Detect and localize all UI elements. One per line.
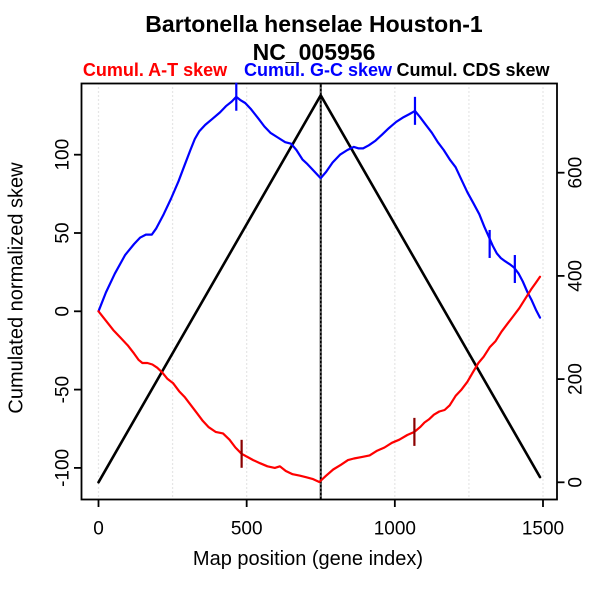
chart-subtitle: NC_005956: [252, 39, 376, 65]
right-y-tick-label: 200: [566, 363, 587, 395]
right-y-tick-label: 400: [566, 260, 587, 292]
left-y-tick-label: -50: [53, 376, 74, 403]
left-y-tick-label: 100: [53, 139, 74, 171]
x-tick-label: 500: [231, 519, 263, 540]
x-tick-label: 0: [93, 519, 104, 540]
legend-item-gc-skew: Cumul. G-C skew: [243, 60, 393, 80]
plot-frame: [80, 82, 558, 501]
right-y-tick-label: 600: [566, 157, 587, 189]
x-tick-label: 1000: [374, 519, 416, 540]
x-tick-label: 1500: [522, 519, 564, 540]
chart-title: Bartonella henselae Houston-1: [145, 11, 483, 37]
series-line-cumul-cds-skew: [97, 94, 542, 484]
legend-item-cds-skew: Cumul. CDS skew: [396, 60, 550, 80]
left-y-tick-label: -100: [53, 449, 74, 487]
right-y-tick-label: 0: [566, 477, 587, 488]
series-line-cumul-a-t-skew: [97, 275, 542, 484]
left-y-tick-label: 0: [53, 306, 74, 317]
left-y-tick-label: 50: [53, 222, 74, 243]
x-axis-title: Map position (gene index): [192, 548, 424, 570]
legend-item-at-skew: Cumul. A-T skew: [82, 60, 228, 80]
series-line-cumul-g-c-skew: [97, 95, 542, 319]
